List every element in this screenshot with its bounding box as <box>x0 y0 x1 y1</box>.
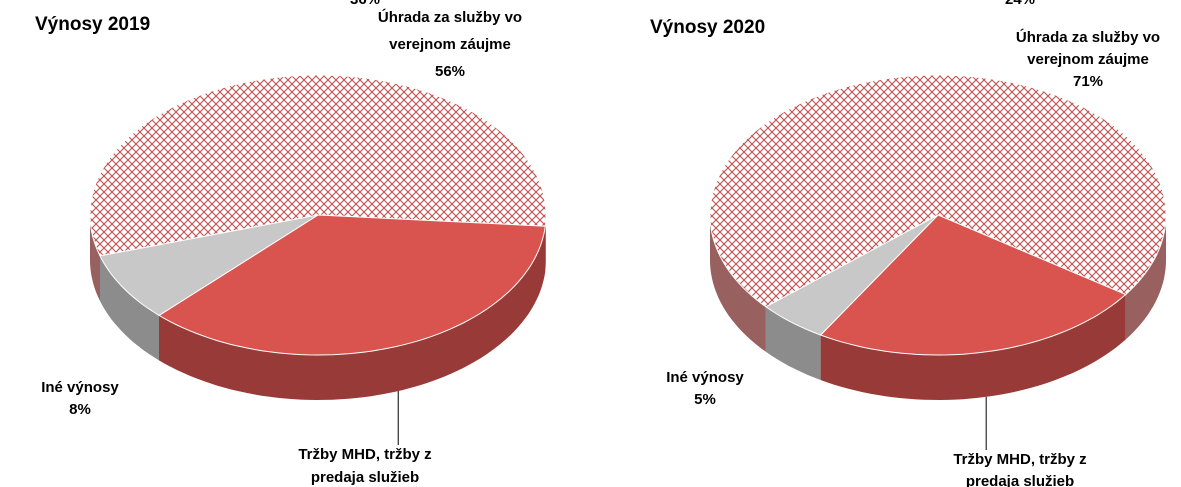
slice-side <box>159 226 546 400</box>
slice-label-line: predaja služieb <box>966 473 1074 487</box>
slice-value-label: 36% <box>350 0 380 8</box>
slice-value-label: 24% <box>1005 0 1035 8</box>
slice-label-line: verejnom záujme <box>1027 51 1149 68</box>
slice-side <box>820 294 1126 400</box>
pie-chart: Výnosy 2019 Úhrada za služby vo verejnom z… <box>35 0 547 486</box>
slice-side <box>545 215 546 272</box>
slice-value-label: 5% <box>694 391 716 408</box>
chart-title: Výnosy 2019 <box>35 14 150 35</box>
slice-label: Iné výnosy <box>666 369 744 386</box>
chart-title: Výnosy 2020 <box>650 17 765 38</box>
slice-label: Úhrada za služby vo verejnom záujme <box>378 8 522 53</box>
slice-label-line: verejnom záujme <box>389 36 511 53</box>
slice-label: Iné výnosy <box>41 379 119 396</box>
slice-value-label: 71% <box>1073 73 1103 90</box>
slice <box>709 74 1167 308</box>
slice-label-line: predaja služieb <box>311 469 419 486</box>
slice-label: Tržby MHD, tržby z predaja služieb <box>953 451 1086 487</box>
slice-value-label: 56% <box>435 63 465 80</box>
slice-label-line: Tržby MHD, tržby z <box>298 446 431 463</box>
slice-label: Úhrada za služby vo verejnom záujme <box>1016 28 1160 68</box>
slice <box>819 214 1127 356</box>
slice-label-line: Úhrada za služby vo <box>378 8 522 26</box>
slice <box>158 214 546 356</box>
slice-label-line: Tržby MHD, tržby z <box>953 451 1086 468</box>
slice <box>99 214 319 316</box>
slice-side <box>710 215 766 352</box>
slice-side <box>100 255 159 361</box>
slice-label-line: Úhrada za služby vo <box>1016 28 1160 46</box>
slice-value-label: 8% <box>69 401 91 418</box>
slice-side <box>1125 215 1166 340</box>
slice-side <box>765 306 821 380</box>
slice-label: Tržby MHD, tržby z predaja služieb <box>298 446 431 486</box>
slice <box>764 214 939 336</box>
slice <box>89 74 547 257</box>
pie-chart: Výnosy 2020 Úhrada za služby vo verejnom z… <box>650 0 1167 487</box>
